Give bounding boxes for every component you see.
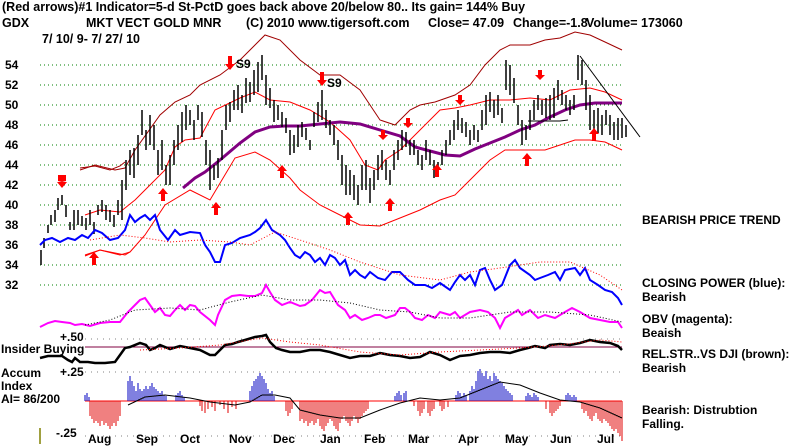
volume-value: Volume= 173060 bbox=[586, 16, 683, 30]
accum-index-bars bbox=[84, 369, 623, 441]
month-label: Apr bbox=[458, 432, 479, 446]
price-trend-note: BEARISH PRICE TREND bbox=[642, 213, 781, 227]
month-label: Jun bbox=[550, 432, 572, 446]
obv-title: OBV (magenta): bbox=[642, 312, 733, 326]
close-value: Close= 47.09 bbox=[428, 16, 505, 30]
month-label: Jul bbox=[597, 432, 615, 446]
y-label: 46 bbox=[5, 138, 19, 152]
closing-power-line bbox=[39, 212, 623, 306]
y-label: 32 bbox=[5, 278, 19, 292]
arrow-down-icon bbox=[535, 70, 545, 80]
month-label: May bbox=[505, 432, 529, 446]
change-value: Change=-1.8 bbox=[513, 16, 588, 30]
accum-top-label: +.25 bbox=[60, 365, 84, 379]
index-label: Index bbox=[1, 379, 33, 393]
price-bars bbox=[40, 55, 627, 265]
y-label: 48 bbox=[5, 118, 19, 132]
arrow-up-icon bbox=[277, 165, 287, 178]
y-label: 44 bbox=[5, 158, 19, 172]
arrow-up-icon bbox=[343, 212, 353, 225]
s9-signal-label: S9 bbox=[327, 76, 342, 90]
relstr-status: Bearish bbox=[642, 361, 687, 375]
arrow-up-icon bbox=[211, 202, 221, 215]
y-label: 34 bbox=[5, 258, 19, 272]
y-label: 50 bbox=[5, 98, 19, 112]
closing-power-status: Bearish bbox=[642, 290, 687, 304]
arrow-up-icon bbox=[589, 128, 599, 141]
arrow-down-icon bbox=[403, 118, 413, 128]
upper-band-inner bbox=[84, 87, 623, 216]
insider-top-label: +.50 bbox=[60, 330, 84, 344]
arrow-up-icon bbox=[158, 188, 168, 201]
month-label: Aug bbox=[88, 432, 112, 446]
arrow-down-icon bbox=[317, 72, 327, 86]
obv-line bbox=[39, 282, 623, 331]
price-grid bbox=[40, 64, 622, 286]
y-label: 40 bbox=[5, 198, 19, 212]
lower-band-inner bbox=[84, 139, 623, 256]
month-label: Mar bbox=[408, 432, 430, 446]
closing-power-title: CLOSING POWER (blue): bbox=[642, 276, 786, 290]
accum-value: AI= 86/200 bbox=[1, 392, 61, 406]
y-label: 52 bbox=[5, 78, 19, 92]
arrow-up-icon bbox=[522, 153, 532, 166]
month-label: Oct bbox=[180, 432, 201, 446]
upper-band-outer bbox=[79, 31, 623, 171]
accum-moving-average bbox=[127, 381, 623, 419]
arrow-up-icon bbox=[89, 252, 99, 265]
date-range: 7/ 10/ 9- 7/ 27/ 10 bbox=[42, 32, 140, 46]
y-label: 42 bbox=[5, 178, 19, 192]
insider-buying-label: Insider Buying bbox=[1, 342, 85, 356]
s9-signal-label: S9 bbox=[236, 57, 251, 71]
relstr-title: REL.STR..VS DJI (brown): bbox=[642, 347, 790, 361]
arrow-up-icon bbox=[432, 164, 442, 177]
security-name: MKT VECT GOLD MNR bbox=[86, 16, 222, 30]
rel-strength-line bbox=[39, 333, 623, 365]
arrow-down-icon bbox=[57, 175, 67, 188]
arrow-down-icon bbox=[455, 95, 465, 105]
ticker-symbol: GDX bbox=[2, 16, 30, 30]
arrow-up-icon bbox=[385, 198, 395, 211]
arrow-down-icon bbox=[225, 56, 235, 70]
month-label: Jan bbox=[320, 432, 341, 446]
month-label: Dec bbox=[273, 432, 296, 446]
y-label: 36 bbox=[5, 238, 19, 252]
signal-arrows bbox=[57, 56, 599, 265]
y-label: 54 bbox=[5, 58, 19, 72]
rel-strength-upper bbox=[79, 161, 126, 171]
month-label: Nov bbox=[229, 432, 252, 446]
arrow-down-icon bbox=[378, 130, 388, 140]
accum-label: Accum bbox=[1, 366, 42, 380]
moving-average bbox=[182, 101, 622, 190]
obv-status: Beaish bbox=[642, 326, 682, 340]
lower-band-outer bbox=[84, 249, 131, 257]
month-label: Sep bbox=[136, 432, 159, 446]
indicator-description: (Red arrows)#1 Indicator=5-d St-PctD goe… bbox=[2, 0, 526, 14]
copyright: (C) 2010 www.tigersoft.com bbox=[246, 16, 410, 30]
accum-bottom-label: -.25 bbox=[56, 426, 77, 440]
month-label: Feb bbox=[364, 432, 386, 446]
accum-note: Bearish: Distrubtion Falling. bbox=[642, 403, 758, 431]
y-label: 38 bbox=[5, 218, 19, 232]
